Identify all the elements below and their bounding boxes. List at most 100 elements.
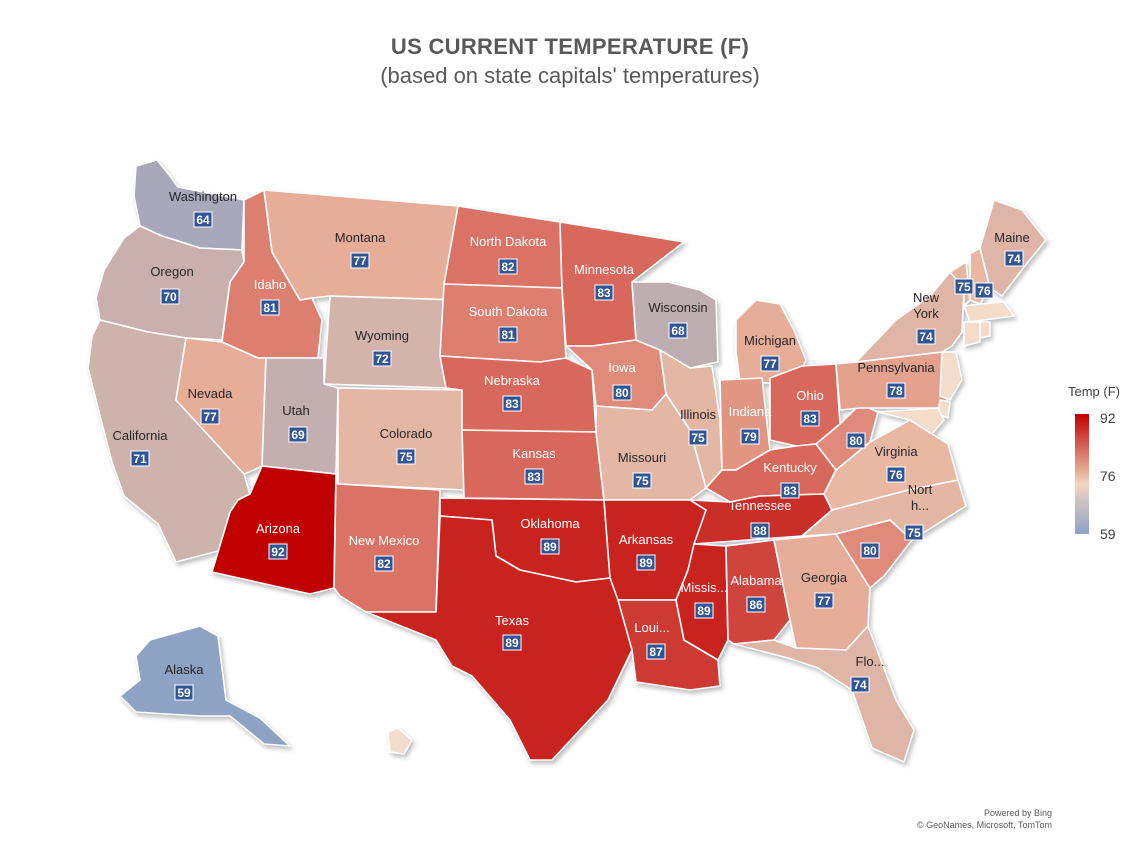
value-badge-vt	[954, 278, 974, 295]
map-title: US CURRENT TEMPERATURE (F)	[390, 34, 750, 59]
value-label-co: 75	[399, 450, 413, 464]
value-badge-ak	[174, 684, 194, 701]
value-label-ga: 77	[817, 594, 831, 608]
value-badge-pa	[886, 382, 906, 399]
state-label-ia: Iowa	[608, 360, 636, 375]
state-mt[interactable]	[263, 189, 459, 301]
state-label-ak: Alaska	[164, 662, 204, 677]
value-badge-nc	[904, 524, 924, 541]
value-badge-nh	[974, 282, 994, 299]
value-label-mn: 83	[597, 286, 611, 300]
value-badge-ar	[636, 554, 656, 571]
value-badge-wv	[846, 432, 866, 449]
value-label-me: 74	[1007, 252, 1021, 266]
value-label-ar: 89	[639, 556, 653, 570]
state-mi[interactable]	[735, 299, 807, 385]
state-label-me: Maine	[994, 230, 1029, 245]
state-label-ky: Kentucky	[763, 460, 817, 475]
state-me[interactable]	[979, 199, 1047, 297]
value-badge-oh	[800, 410, 820, 427]
value-badge-wi	[668, 322, 688, 339]
legend-color-scale	[1075, 414, 1089, 534]
state-label-nm: New Mexico	[349, 533, 420, 548]
state-label-ks: Kansas	[512, 446, 556, 461]
state-label-fl: Flo...	[856, 654, 885, 669]
value-badge-ms	[694, 602, 714, 619]
value-label-in: 79	[743, 430, 757, 444]
value-label-ok: 89	[543, 540, 557, 554]
value-label-ca: 71	[133, 452, 147, 466]
value-label-al: 86	[749, 598, 763, 612]
state-label-ga: Georgia	[801, 570, 848, 585]
value-badge-mn	[594, 284, 614, 301]
value-label-wv: 80	[849, 434, 863, 448]
value-label-va: 76	[889, 468, 903, 482]
value-label-ak: 59	[177, 686, 191, 700]
value-label-id: 81	[263, 301, 277, 315]
state-hi[interactable]	[387, 727, 413, 755]
value-label-tn: 88	[753, 524, 767, 538]
value-badge-sc	[860, 542, 880, 559]
state-tx[interactable]	[365, 515, 633, 761]
credit-sources: © GeoNames, Microsoft, TomTom	[917, 820, 1052, 830]
value-label-wi: 68	[671, 324, 685, 338]
state-nj[interactable]	[939, 351, 963, 401]
value-badge-sd	[498, 326, 518, 343]
value-label-ms: 89	[697, 604, 711, 618]
value-label-nd: 82	[501, 260, 515, 274]
state-ak[interactable]	[119, 625, 291, 747]
state-label-la: Loui...	[634, 620, 669, 635]
value-label-ky: 83	[783, 484, 797, 498]
value-label-il: 75	[691, 431, 705, 445]
state-label-ut: Utah	[282, 403, 309, 418]
state-label-wa: Washington	[169, 189, 237, 204]
value-label-wa: 64	[196, 213, 210, 227]
value-badge-co	[396, 448, 416, 465]
value-badge-va	[886, 466, 906, 483]
value-badge-az	[268, 543, 288, 560]
state-label-ny: York	[913, 306, 939, 321]
value-badge-ut	[288, 426, 308, 443]
value-badge-or	[160, 288, 180, 305]
value-label-nv: 77	[203, 410, 217, 424]
value-label-sd: 81	[501, 328, 515, 342]
value-badge-il	[688, 429, 708, 446]
state-label-ar: Arkansas	[619, 532, 674, 547]
value-label-ny: 74	[919, 330, 933, 344]
state-fl[interactable]	[733, 625, 915, 763]
value-label-oh: 83	[803, 412, 817, 426]
value-badge-la	[646, 643, 666, 660]
value-badge-al	[746, 596, 766, 613]
state-ri[interactable]	[979, 321, 991, 339]
state-label-in: Indiana	[729, 404, 772, 419]
value-badge-nd	[498, 258, 518, 275]
value-label-fl: 74	[853, 678, 867, 692]
value-badge-ok	[540, 538, 560, 555]
state-label-id: Idaho	[254, 277, 287, 292]
value-label-mt: 77	[353, 254, 367, 268]
state-ks[interactable]	[461, 429, 605, 501]
value-badge-ny	[916, 328, 936, 345]
state-or[interactable]	[95, 225, 245, 341]
value-label-nm: 82	[377, 557, 391, 571]
value-badge-wy	[372, 350, 392, 367]
value-label-ut: 69	[291, 428, 305, 442]
value-badge-ks	[524, 468, 544, 485]
state-ct[interactable]	[963, 321, 981, 347]
state-label-ne: Nebraska	[484, 373, 540, 388]
state-ms[interactable]	[675, 543, 729, 661]
state-ne[interactable]	[439, 355, 597, 433]
state-md[interactable]	[877, 407, 945, 435]
state-label-co: Colorado	[380, 426, 433, 441]
state-label-nc: Nort	[908, 482, 933, 497]
state-ny[interactable]	[855, 271, 965, 363]
state-ma[interactable]	[963, 301, 1015, 323]
value-label-mo: 75	[635, 474, 649, 488]
value-label-mi: 77	[763, 357, 777, 371]
state-label-pa: Pennsylvania	[857, 360, 935, 375]
value-badge-ky	[780, 482, 800, 499]
state-sd[interactable]	[439, 283, 567, 363]
state-label-wy: Wyoming	[355, 328, 409, 343]
state-label-mi: Michigan	[744, 333, 796, 348]
value-badge-ne	[502, 395, 522, 412]
